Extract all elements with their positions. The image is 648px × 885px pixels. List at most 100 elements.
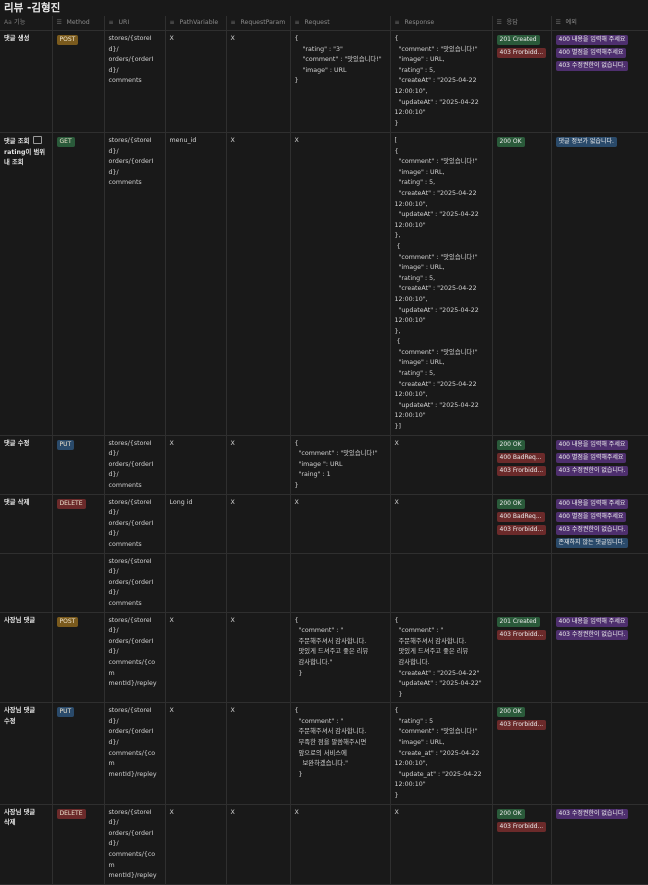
column-header[interactable]: ☰ Method — [52, 16, 105, 31]
response-cell[interactable]: [ { "comment" : "맛있습니다!" "image" : URL, … — [390, 132, 493, 436]
column-type-icon: ☰ — [496, 19, 502, 26]
method-cell[interactable]: POST — [52, 30, 105, 133]
request-cell[interactable]: X — [290, 132, 391, 436]
path-variable-cell[interactable]: X — [165, 612, 227, 704]
method-cell[interactable]: PUT — [52, 702, 105, 805]
response-cell[interactable]: X — [390, 804, 493, 885]
table-row: 사장님 댓글 POST stores/{storeId}/ orders/{orde… — [0, 612, 648, 704]
status-tag: 400 BadReq... — [496, 511, 545, 522]
method-cell[interactable]: POST — [52, 612, 105, 704]
column-header[interactable]: ≡ RequestParam — [226, 16, 291, 31]
response-cell[interactable]: { "comment" : "맛있습니다!" "image" : URL, "r… — [390, 30, 493, 133]
status-cell[interactable]: 200 OK 400 BadReq... 403 Frorbidd... — [492, 435, 552, 495]
method-cell[interactable]: PUT — [52, 435, 105, 495]
request-param-cell[interactable]: X — [226, 804, 291, 885]
uri-cell[interactable]: stores/{storeId}/ orders/{orderId}/ comm… — [104, 612, 166, 704]
request-cell[interactable]: { "rating" : "3" "comment" : "맛있습니다!" "i… — [290, 30, 391, 133]
feature-cell[interactable]: 사장님 댓글 — [0, 612, 53, 704]
method-cell[interactable] — [52, 553, 105, 613]
path-variable-cell[interactable]: menu_id — [165, 132, 227, 436]
open-page-icon[interactable] — [32, 136, 42, 144]
request-param-cell[interactable]: X — [226, 435, 291, 495]
path-variable-cell[interactable]: X — [165, 30, 227, 133]
status-cell[interactable] — [492, 553, 552, 613]
response-cell[interactable]: { "rating" : 5 "comment" : "맛있습니다!" "ima… — [390, 702, 493, 805]
column-header-label: Response — [404, 19, 435, 26]
uri-cell[interactable]: stores/{storeId}/ orders/{orderId}/ comm… — [104, 494, 166, 554]
status-tag: 403 Frorbidd... — [496, 720, 547, 731]
method-cell[interactable]: DELETE — [52, 804, 105, 885]
status-cell[interactable]: 201 Created 403 Frorbidd... — [492, 612, 552, 704]
status-cell[interactable]: 200 OK — [492, 132, 552, 436]
request-param-cell[interactable]: X — [226, 132, 291, 436]
column-type-icon: ≡ — [294, 19, 300, 26]
feature-cell[interactable]: 댓글 조회 rating이 범위 내 조회 — [0, 132, 53, 436]
exception-tag: 존재하지 않는 댓글입니다. — [555, 537, 628, 548]
column-header[interactable]: ≡ Response — [390, 16, 493, 31]
uri-cell[interactable]: stores/{storeId}/ orders/{orderId}/ comm… — [104, 804, 166, 885]
request-param-cell[interactable]: X — [226, 612, 291, 704]
method-cell[interactable]: GET — [52, 132, 105, 436]
uri-cell[interactable]: stores/{storeId}/ orders/{orderId}/ comm… — [104, 702, 166, 805]
path-variable-cell[interactable]: X — [165, 702, 227, 805]
column-header[interactable]: ☰ 응답 — [492, 16, 552, 31]
response-cell[interactable] — [390, 553, 493, 613]
exception-tags: 400 내용을 입력해 주세요 400 별점을 입력해주세요 403 수정권한이 없… — [555, 439, 644, 478]
feature-cell[interactable]: 댓글 삭제 — [0, 494, 53, 554]
request-param-cell[interactable]: X — [226, 702, 291, 805]
path-variable-cell[interactable]: X — [165, 435, 227, 495]
path-variable-cell[interactable]: Long id — [165, 494, 227, 554]
exception-cell[interactable]: 400 내용을 입력해 주세요 400 별점을 입력해주세요 403 수정권한이 없… — [551, 30, 648, 133]
request-cell[interactable]: { "comment" : "맛있습니다!" "image ": URL "ra… — [290, 435, 391, 495]
status-tags: 200 OK 403 Frorbidd... — [496, 706, 547, 732]
feature-cell[interactable]: 댓글 생성 — [0, 30, 53, 133]
table-row: 댓글 생성 POST stores/{storeId}/ orders/{order… — [0, 30, 648, 133]
status-tag: 201 Created — [496, 616, 540, 627]
path-variable-cell[interactable]: X — [165, 804, 227, 885]
exception-cell[interactable]: 400 내용을 입력해 주세요 400 별점을 입력해주세요 403 수정권한이 없… — [551, 435, 648, 495]
status-cell[interactable]: 201 Created 403 Frorbidd... — [492, 30, 552, 133]
exception-tag: 403 수정권한이 없습니다. — [555, 465, 629, 476]
status-tags: 201 Created 403 Frorbidd... — [496, 616, 547, 642]
column-header[interactable]: ≡ PathVariable — [165, 16, 227, 31]
status-tags: 200 OK 403 Frorbidd... — [496, 808, 547, 834]
column-header[interactable]: ☰ 예외 — [551, 16, 648, 31]
request-param-cell[interactable]: X — [226, 30, 291, 133]
feature-cell[interactable]: 사장님 댓글 수정 — [0, 702, 53, 805]
exception-cell[interactable] — [551, 702, 648, 805]
uri-cell[interactable]: stores/{storeId}/ orders/{orderId}/ comm… — [104, 30, 166, 133]
request-cell[interactable]: { "comment" : " 주문해주셔서 감사합니다. 맛있게 드셔주고 좋… — [290, 612, 391, 704]
request-cell[interactable]: { "comment" : " 주문해주셔서 감사합니다. 부족한 점을 말씀해… — [290, 702, 391, 805]
exception-cell[interactable]: 400 내용을 입력해 주세요 400 별점을 입력해주세요 403 수정권한이 없… — [551, 494, 648, 554]
uri-cell[interactable]: stores/{storeId}/ orders/{orderId}/ comm… — [104, 435, 166, 495]
uri-cell[interactable]: stores/{storeId}/ orders/{orderId}/ comm… — [104, 553, 166, 613]
request-param-cell[interactable] — [226, 553, 291, 613]
exception-tag: 403 수정권한이 없습니다. — [555, 629, 629, 640]
status-cell[interactable]: 200 OK 403 Frorbidd... — [492, 804, 552, 885]
feature-name: 댓글 수정 — [4, 439, 30, 447]
column-type-icon: ≡ — [394, 19, 400, 26]
column-header[interactable]: ≡ Request — [290, 16, 391, 31]
exception-cell[interactable]: 400 내용을 입력해 주세요 403 수정권한이 없습니다. — [551, 612, 648, 704]
request-cell[interactable] — [290, 553, 391, 613]
exception-cell[interactable]: 댓글 정보가 없습니다. — [551, 132, 648, 436]
status-cell[interactable]: 200 OK 400 BadReq... 403 Frorbidd... — [492, 494, 552, 554]
request-cell[interactable]: X — [290, 804, 391, 885]
column-header[interactable]: Aa 기능 — [0, 16, 53, 31]
feature-cell[interactable]: 사장님 댓글 삭제 — [0, 804, 53, 885]
path-variable-cell[interactable] — [165, 553, 227, 613]
method-cell[interactable]: DELETE — [52, 494, 105, 554]
response-cell[interactable]: X — [390, 494, 493, 554]
status-cell[interactable]: 200 OK 403 Frorbidd... — [492, 702, 552, 805]
response-cell[interactable]: { "comment" : " 주문해주셔서 감사합니다. 맛있게 드셔주고 좋… — [390, 612, 493, 704]
feature-cell[interactable]: 댓글 수정 — [0, 435, 53, 495]
request-param-cell[interactable]: X — [226, 494, 291, 554]
column-header[interactable]: ≡ URI — [104, 16, 166, 31]
uri-cell[interactable]: stores/{storeId}/ orders/{orderId}/ comm… — [104, 132, 166, 436]
exception-cell[interactable]: 403 수정권한이 없습니다. — [551, 804, 648, 885]
exception-cell[interactable] — [551, 553, 648, 613]
request-cell[interactable]: X — [290, 494, 391, 554]
feature-cell[interactable] — [0, 553, 53, 613]
response-cell[interactable]: X — [390, 435, 493, 495]
column-type-icon: ☰ — [555, 19, 561, 26]
